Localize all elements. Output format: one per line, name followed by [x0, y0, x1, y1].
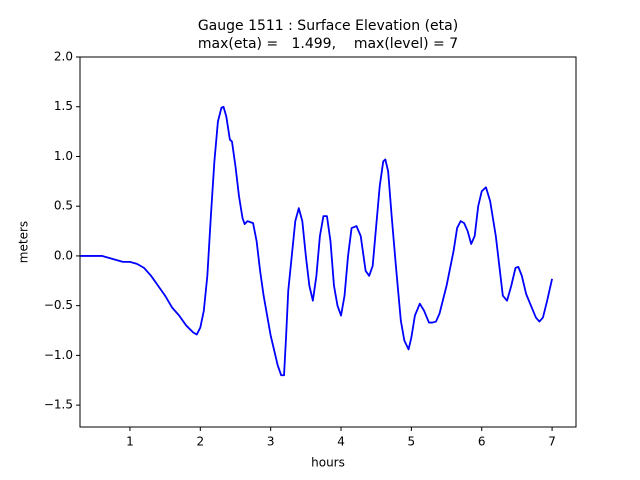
y-axis-label: meters — [17, 221, 31, 263]
x-tick-label: 4 — [337, 435, 345, 449]
x-tick-label: 1 — [126, 435, 134, 449]
y-tick-label: −1.0 — [44, 348, 73, 362]
y-tick-label: 2.0 — [54, 50, 73, 64]
x-tick-label: 7 — [548, 435, 556, 449]
y-tick-label: −1.5 — [44, 398, 73, 412]
y-tick-label: 0.0 — [54, 248, 73, 262]
y-tick-label: 0.5 — [54, 199, 73, 213]
x-tick-label: 5 — [408, 435, 416, 449]
x-tick-label: 3 — [267, 435, 275, 449]
plot-frame — [79, 56, 577, 428]
y-tick-label: −0.5 — [44, 298, 73, 312]
line-series — [80, 105, 553, 377]
x-tick-label: 6 — [478, 435, 486, 449]
y-tick-label: 1.0 — [54, 149, 73, 163]
y-tick-label: 1.5 — [54, 99, 73, 113]
x-axis-label: hours — [311, 456, 345, 470]
x-tick-label: 2 — [196, 435, 204, 449]
chart-title: Gauge 1511 : Surface Elevation (eta) — [198, 18, 458, 34]
chart-subtitle: max(eta) = 1.499, max(level) = 7 — [198, 36, 458, 52]
